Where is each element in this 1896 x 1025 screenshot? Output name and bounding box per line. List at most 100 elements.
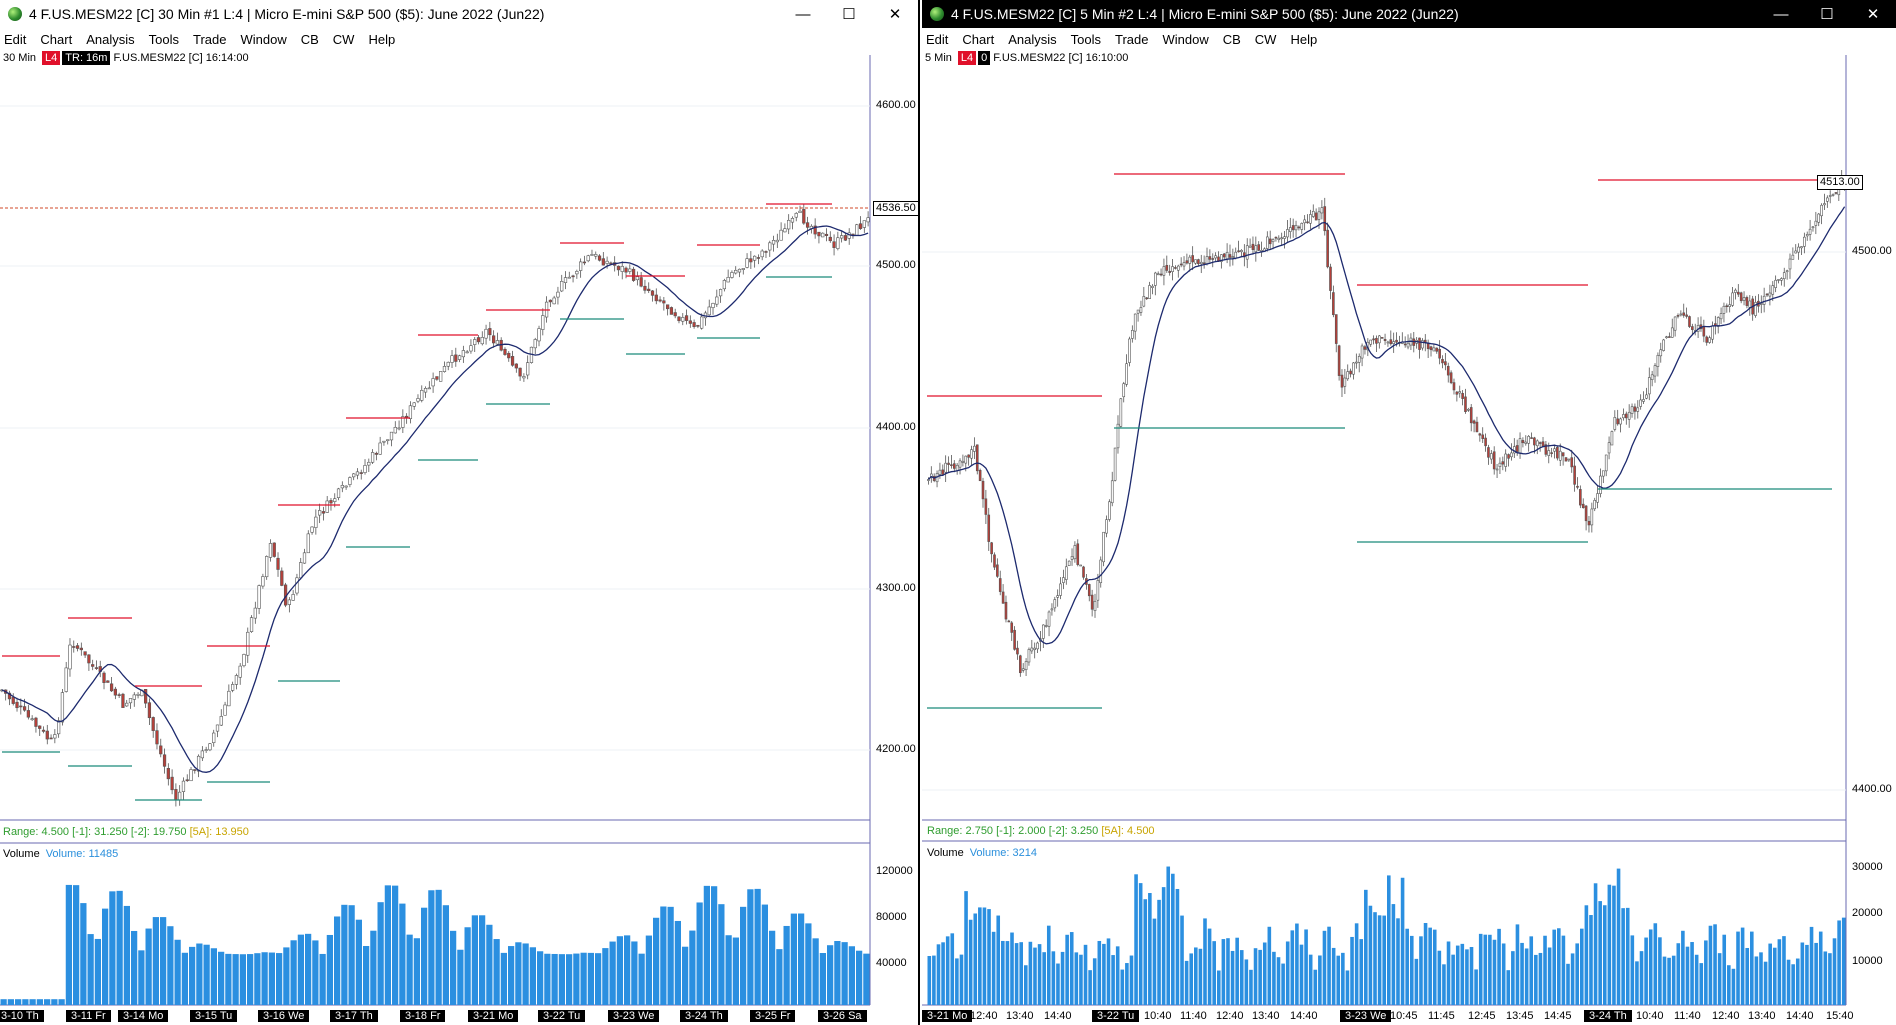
candle-body [1573, 465, 1576, 485]
candle-body [1237, 250, 1240, 253]
link-badge[interactable]: L4 [957, 50, 977, 65]
volume-bar [653, 917, 660, 1005]
maximize-icon[interactable]: ☐ [842, 6, 856, 23]
interval-label[interactable]: 30 Min [3, 51, 37, 64]
date-axis-label: 11:40 [1674, 1010, 1701, 1022]
volume-bar [1671, 955, 1676, 1005]
volume-bar [1497, 928, 1501, 1005]
candle-body [1788, 258, 1792, 270]
volume-bar [936, 944, 941, 1005]
link-badge[interactable]: L4 [42, 50, 61, 65]
candle-body [1656, 354, 1660, 367]
menu-trade[interactable]: Trade [1114, 31, 1149, 47]
volume-tick-label: 120000 [876, 865, 913, 877]
candle-body [764, 251, 768, 253]
candle-body [1564, 457, 1568, 462]
menu-chart[interactable]: Chart [40, 31, 73, 47]
volume-bar [15, 999, 22, 1005]
candle-body [125, 702, 129, 707]
date-axis-label: 14:40 [1786, 1010, 1814, 1022]
volume-bar [1042, 952, 1046, 1005]
volume-bar [1717, 953, 1722, 1005]
title-bar[interactable]: 4 F.US.MESM22 [C] 5 Min #2 L:4 | Micro E… [922, 0, 1896, 28]
menu-help[interactable]: Help [368, 31, 396, 47]
candle-body [771, 240, 776, 245]
volume-bar [624, 935, 631, 1005]
menu-window[interactable]: Window [1162, 31, 1209, 47]
candle-body [1418, 337, 1421, 350]
volume-bar [1405, 928, 1409, 1005]
menu-edit[interactable]: Edit [4, 31, 27, 47]
volume-bar [1483, 934, 1488, 1005]
menu-window[interactable]: Window [240, 31, 287, 47]
candle-body [1389, 339, 1393, 345]
candle-body [238, 665, 242, 678]
menu-help[interactable]: Help [1290, 31, 1318, 47]
minimize-icon[interactable]: — [795, 5, 811, 23]
volume-bar [239, 954, 246, 1005]
candle-body [1791, 254, 1795, 260]
candle-body [1021, 668, 1025, 671]
candle-body [1176, 265, 1180, 271]
volume-bar [1708, 925, 1713, 1005]
menu-edit[interactable]: Edit [926, 31, 949, 47]
candle-body [1378, 335, 1381, 344]
candle-body [507, 352, 511, 359]
interval-label[interactable]: 5 Min [925, 51, 952, 64]
candle-body [1154, 272, 1157, 286]
date-axis-label: 3-26 Sa [818, 1010, 867, 1022]
candle-body [1817, 213, 1821, 223]
close-icon[interactable]: ✕ [888, 6, 902, 23]
volume-bar [558, 954, 565, 1005]
candle-body [970, 449, 973, 459]
candle-body [1762, 295, 1766, 305]
candle-body [1475, 421, 1479, 433]
minimize-icon[interactable]: — [1773, 5, 1789, 23]
candle-body [1510, 452, 1513, 458]
volume-bar [1828, 953, 1832, 1005]
menu-tools[interactable]: Tools [1070, 31, 1101, 47]
price-tick-label: 4200.00 [876, 743, 916, 755]
candle-body [1165, 264, 1169, 271]
volume-bar [0, 999, 7, 1005]
candle-body [938, 469, 942, 475]
volume-study-label: Volume Volume: 3214 [927, 847, 1037, 859]
candle-body [178, 791, 182, 801]
candle-body [408, 405, 413, 419]
menu-cw[interactable]: CW [332, 31, 355, 47]
candle-body [1630, 406, 1634, 414]
price-chart-30min[interactable] [0, 0, 920, 1025]
menu-tools[interactable]: Tools [148, 31, 179, 47]
candle-body [575, 271, 579, 275]
volume-bar [500, 952, 507, 1005]
menu-cb[interactable]: CB [300, 31, 319, 47]
volume-bar [1492, 939, 1497, 1005]
menu-trade[interactable]: Trade [192, 31, 227, 47]
volume-bar [1111, 955, 1115, 1005]
volume-bar [1010, 932, 1014, 1005]
menu-cb[interactable]: CB [1222, 31, 1241, 47]
candle-body [1059, 583, 1062, 596]
menu-analysis[interactable]: Analysis [86, 31, 135, 47]
price-chart-5min[interactable] [922, 0, 1896, 1025]
volume-bar [1267, 926, 1272, 1005]
candle-body [49, 737, 53, 740]
candle-body [955, 464, 959, 472]
candle-body [64, 667, 68, 692]
last-price-box: 4536.50 [873, 201, 918, 216]
candle-body [72, 646, 76, 648]
volume-bar [276, 953, 283, 1005]
candle-body [257, 585, 261, 609]
candle-body [828, 236, 832, 242]
last-price-box: 4513.00 [1817, 175, 1863, 190]
title-bar[interactable]: 4 F.US.MESM22 [C] 30 Min #1 L:4 | Micro … [0, 0, 918, 28]
menu-chart[interactable]: Chart [962, 31, 995, 47]
candle-body [1820, 204, 1823, 217]
volume-bar [1524, 948, 1529, 1005]
candle-body [314, 516, 318, 528]
menu-cw[interactable]: CW [1254, 31, 1277, 47]
volume-bar [660, 906, 667, 1005]
menu-analysis[interactable]: Analysis [1008, 31, 1057, 47]
close-icon[interactable]: ✕ [1866, 6, 1880, 23]
maximize-icon[interactable]: ☐ [1820, 6, 1834, 23]
